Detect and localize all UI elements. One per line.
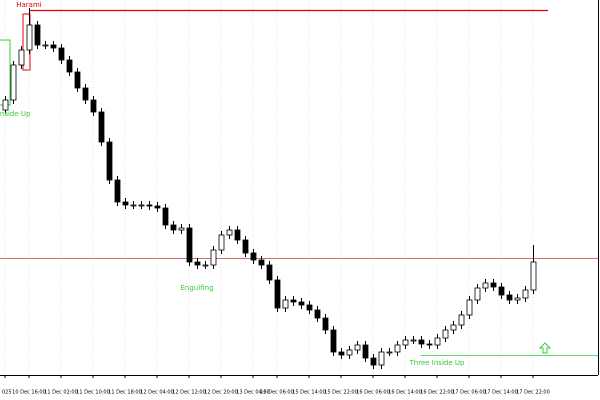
candle-body: [114, 179, 121, 203]
candle-body: [514, 297, 521, 301]
candle-body: [26, 24, 33, 51]
candle-body: [418, 339, 425, 345]
x-tick-label: 10 Dec 16:00: [12, 390, 46, 396]
x-tick-label: 13 Dec 04:00: [236, 390, 270, 396]
candle-body: [490, 282, 497, 288]
candle-body: [258, 259, 265, 266]
candle-body: [322, 317, 329, 331]
x-tick-label: 16 Dec 14:00: [388, 390, 422, 396]
candle-body: [138, 204, 145, 207]
candle-body: [146, 204, 153, 207]
candle-body: [58, 47, 65, 61]
x-tick-label: 12 Dec 04:00: [140, 390, 174, 396]
candle-body: [482, 282, 489, 289]
x-tick-label: 11 Dec 10:00: [76, 390, 110, 396]
x-tick-label: 16 Dec 06:00: [356, 390, 390, 396]
candle-body: [370, 357, 377, 366]
candle-body: [450, 324, 457, 331]
candle-body: [306, 304, 313, 311]
candle-body: [458, 314, 465, 326]
x-tick-label: 15 Dec 06:00: [260, 390, 294, 396]
candle-body: [250, 252, 257, 261]
candle-body: [98, 111, 105, 143]
buy-arrow: [538, 342, 552, 354]
candle-body: [290, 299, 297, 303]
candle-body: [218, 234, 225, 251]
x-tick-label: 17 Dec 06:00: [452, 390, 486, 396]
candle-body: [10, 64, 17, 101]
candle-body: [18, 49, 25, 66]
candle-body: [66, 59, 73, 73]
candle-body: [2, 99, 9, 111]
pattern-label: Three Inside Up: [409, 359, 465, 367]
candle-body: [338, 351, 345, 356]
candle-body: [506, 294, 513, 301]
x-tick-label: 025: [2, 390, 12, 396]
candle-body: [186, 227, 193, 263]
x-tick-label: 12 Dec 12:00: [172, 390, 206, 396]
candle-body: [74, 71, 81, 89]
candle-body: [210, 249, 217, 266]
candle-body: [298, 301, 305, 306]
candle-body: [226, 229, 233, 236]
candle-body: [426, 343, 433, 346]
x-tick-label: 17 Dec 14:00: [484, 390, 518, 396]
candle-body: [154, 205, 161, 209]
candle-body: [34, 24, 41, 46]
x-tick-label: 15 Dec 14:00: [292, 390, 326, 396]
candle-body: [82, 87, 89, 101]
candle-body: [442, 329, 449, 339]
candle-body: [170, 224, 177, 231]
x-tick-label: 16 Dec 22:00: [420, 390, 454, 396]
candle-body: [522, 289, 529, 299]
pattern-label: Engulfing: [181, 284, 214, 292]
candle-body: [314, 309, 321, 319]
candle-body: [234, 229, 241, 241]
candle-body: [330, 329, 337, 353]
candle-body: [346, 349, 353, 356]
candle-body: [42, 44, 49, 47]
candle-body: [402, 339, 409, 346]
x-tick-label: 12 Dec 20:00: [204, 390, 238, 396]
pattern-label: Three Inside Up: [0, 110, 31, 118]
candle-body: [498, 286, 505, 296]
candle-body: [354, 344, 361, 351]
x-tick-label: 11 Dec 18:00: [108, 390, 142, 396]
candle-body: [178, 227, 185, 231]
pattern-label: Harami: [16, 1, 42, 9]
candle-body: [122, 201, 129, 206]
x-tick-label: 15 Dec 22:00: [324, 390, 358, 396]
candle-body: [202, 264, 209, 267]
candle-body: [130, 204, 137, 207]
candle-body: [410, 339, 417, 342]
candle-body: [50, 44, 57, 49]
candle-body: [386, 351, 393, 354]
candle-body: [466, 299, 473, 316]
candle-body: [194, 261, 201, 266]
candle-body: [434, 337, 441, 346]
x-tick-label: 11 Dec 02:00: [44, 390, 78, 396]
candle-body: [242, 239, 249, 254]
x-tick-label: 17 Dec 22:00: [516, 390, 550, 396]
candle-body: [90, 99, 97, 113]
candle-body: [474, 287, 481, 301]
candle-body: [394, 344, 401, 353]
candle-body: [362, 344, 369, 359]
candle-body: [274, 279, 281, 309]
candle-body: [266, 264, 273, 281]
candle-body: [530, 261, 537, 291]
candle-body: [106, 141, 113, 181]
candle-body: [282, 299, 289, 309]
candle-body: [378, 351, 385, 366]
candle-body: [162, 207, 169, 226]
